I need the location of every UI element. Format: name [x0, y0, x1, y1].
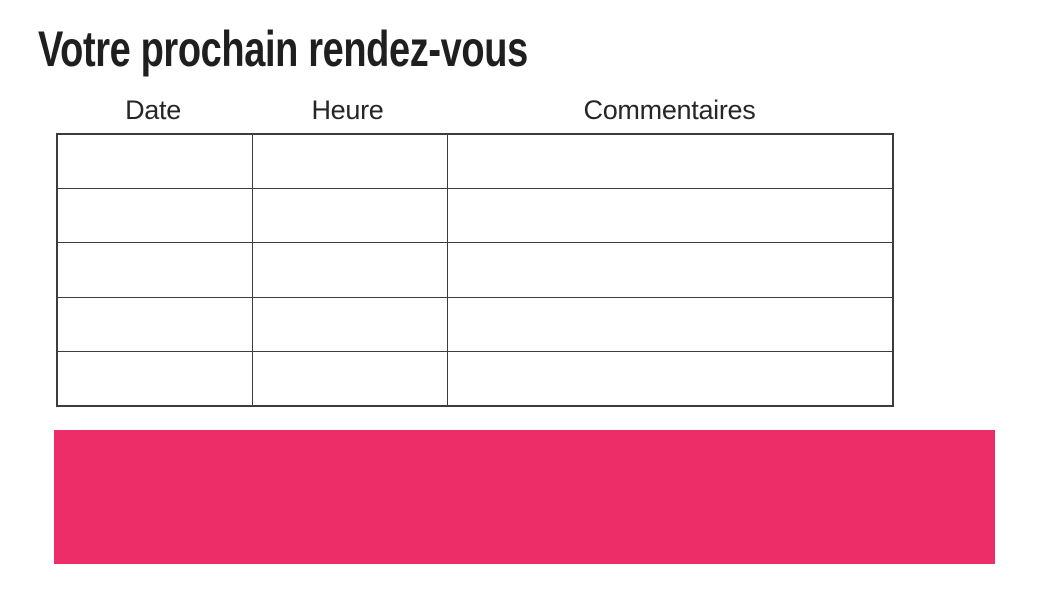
- accent-banner: [54, 430, 995, 564]
- table-cell: [447, 297, 892, 351]
- table-row: [58, 296, 892, 351]
- column-header-date: Date: [125, 95, 181, 125]
- table-cell: [447, 189, 892, 243]
- table-cell: [58, 135, 252, 188]
- table-cell: [447, 243, 892, 297]
- appointments-table: [56, 133, 894, 407]
- table-cell: [447, 135, 892, 189]
- table-cell: [58, 243, 252, 296]
- table-row: [58, 188, 892, 243]
- table-cell: [252, 243, 447, 297]
- table-cell: [447, 351, 892, 406]
- table-row: [58, 350, 892, 406]
- table-row: [58, 135, 892, 189]
- table-row: [58, 242, 892, 297]
- table-cell: [58, 298, 252, 351]
- column-header-commentaires: Commentaires: [583, 95, 756, 125]
- table-cell: [252, 351, 447, 406]
- column-header-heure: Heure: [311, 95, 384, 125]
- table-cell: [58, 352, 252, 405]
- page-title: Votre prochain rendez-vous: [38, 21, 528, 77]
- table-cell: [252, 135, 447, 189]
- table-cell: [58, 189, 252, 242]
- table-column-headers: Date Heure Commentaires: [56, 92, 894, 128]
- table-cell: [252, 189, 447, 243]
- table-cell: [252, 297, 447, 351]
